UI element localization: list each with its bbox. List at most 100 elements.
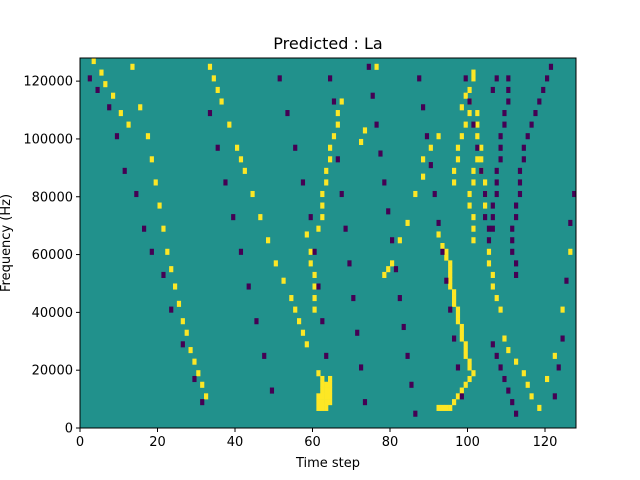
heatmap-cell-low xyxy=(475,144,480,151)
heatmap-cell-high xyxy=(455,393,461,400)
heatmap-cell-high xyxy=(238,156,244,163)
heatmap-cell-high xyxy=(463,381,468,388)
heatmap-cell-high xyxy=(479,144,484,151)
heatmap-cell-high xyxy=(176,300,182,307)
heatmap-cell-low xyxy=(545,75,550,82)
heatmap-cell-low xyxy=(514,202,519,209)
heatmap-cell-low xyxy=(494,352,499,359)
heatmap-cell-high xyxy=(335,110,340,117)
y-tick-label: 40000 xyxy=(32,306,73,321)
heatmap-cell-low xyxy=(254,318,259,325)
heatmap-cell-high xyxy=(421,156,426,163)
y-tick-label: 80000 xyxy=(32,190,73,205)
heatmap-cell-high xyxy=(316,404,321,411)
plot-frame xyxy=(79,57,577,429)
heatmap-cell-high xyxy=(521,370,526,377)
heatmap-cell-low xyxy=(444,277,449,284)
heatmap-cell-high xyxy=(463,121,468,128)
x-tick-label: 80 xyxy=(382,435,399,450)
heatmap-cell-high xyxy=(490,283,495,290)
heatmap-cell-high xyxy=(266,237,271,244)
heatmap-cell-high xyxy=(444,248,449,255)
y-tick-label: 120000 xyxy=(23,75,73,90)
heatmap-cell-high xyxy=(99,69,104,76)
heatmap-cell-low xyxy=(293,144,298,151)
heatmap-cell-high xyxy=(467,86,472,93)
heatmap-cell-high xyxy=(324,179,329,186)
heatmap-cell-low xyxy=(514,214,519,221)
heatmap-cell-low xyxy=(568,219,573,226)
heatmap-cell-high xyxy=(568,248,573,255)
heatmap-cell-low xyxy=(521,144,526,151)
heatmap-cell-low xyxy=(421,104,426,111)
heatmap-cell-low xyxy=(424,133,430,140)
heatmap-cell-high xyxy=(304,341,309,348)
heatmap-cell-low xyxy=(390,237,395,244)
heatmap-cell-high xyxy=(320,387,325,394)
heatmap-cell-high xyxy=(537,404,542,411)
heatmap-cell-high xyxy=(308,260,313,267)
heatmap-cell-low xyxy=(362,399,368,406)
heatmap-cell-high xyxy=(463,352,468,359)
heatmap-cell-low xyxy=(200,399,205,406)
heatmap-cell-low xyxy=(548,63,554,70)
heatmap-cell-high xyxy=(192,358,197,365)
heatmap-cell-low xyxy=(114,133,120,140)
heatmap-cell-high xyxy=(215,86,220,93)
y-tick-label: 100000 xyxy=(23,132,73,147)
heatmap-cell-low xyxy=(490,214,495,221)
heatmap-cell-high xyxy=(486,248,492,255)
heatmap-cell-high xyxy=(308,248,313,255)
y-tick-label: 60000 xyxy=(32,248,73,263)
heatmap-cell-high xyxy=(173,283,178,290)
heatmap-cell-low xyxy=(347,260,352,267)
heatmap-cell-low xyxy=(490,341,495,348)
heatmap-cell-low xyxy=(514,260,519,267)
heatmap-cell-low xyxy=(405,352,410,359)
heatmap-cell-high xyxy=(459,387,464,394)
heatmap-cell-high xyxy=(455,306,461,313)
heatmap-cell-high xyxy=(320,214,325,221)
heatmap-cell-low xyxy=(149,248,154,255)
heatmap-cell-low xyxy=(552,393,557,400)
heatmap-cell-high xyxy=(312,271,317,278)
heatmap-cell-high xyxy=(320,190,325,198)
heatmap-cell-low xyxy=(432,190,437,198)
heatmap-cell-high xyxy=(459,329,464,336)
heatmap-cell-high xyxy=(467,364,472,371)
heatmap-cell-high xyxy=(560,306,565,313)
heatmap-cell-high xyxy=(362,127,368,134)
heatmap-cell-low xyxy=(223,179,228,186)
heatmap-cell-low xyxy=(529,121,534,128)
heatmap-cell-low xyxy=(359,364,364,371)
heatmap-cell-high xyxy=(448,404,453,411)
x-axis: 0 20 40 60 80 100 120 xyxy=(76,428,557,450)
heatmap-cell-low xyxy=(312,248,317,255)
heatmap-cell-low xyxy=(331,98,337,105)
heatmap-cell-low xyxy=(494,190,499,198)
x-tick-label: 60 xyxy=(304,435,321,450)
heatmap-cell-high xyxy=(138,104,143,111)
heatmap-cell-high xyxy=(324,381,329,388)
heatmap-cell-high xyxy=(258,214,263,221)
heatmap-cell-high xyxy=(514,358,519,365)
heatmap-cell-low xyxy=(467,98,472,105)
heatmap-cell-high xyxy=(184,329,189,336)
heatmap-cell-high xyxy=(328,387,333,394)
heatmap-cell-low xyxy=(533,110,538,117)
heatmap-cell-low xyxy=(339,190,344,198)
heatmap-cell-low xyxy=(459,393,464,400)
heatmap-cell-high xyxy=(103,81,108,88)
heatmap-cell-high xyxy=(467,375,472,383)
chart-title: Predicted : La xyxy=(273,34,382,53)
heatmap-cell-high xyxy=(204,393,209,400)
heatmap-cell-low xyxy=(498,156,503,163)
heatmap-cell-high xyxy=(452,167,457,174)
heatmap-cell-high xyxy=(250,190,255,198)
heatmap-cell-high xyxy=(475,133,480,140)
heatmap-cell-low xyxy=(180,341,185,348)
heatmap-cell-low xyxy=(525,133,530,140)
heatmap-cell-high xyxy=(320,202,325,209)
heatmap-cell-low xyxy=(494,167,499,174)
